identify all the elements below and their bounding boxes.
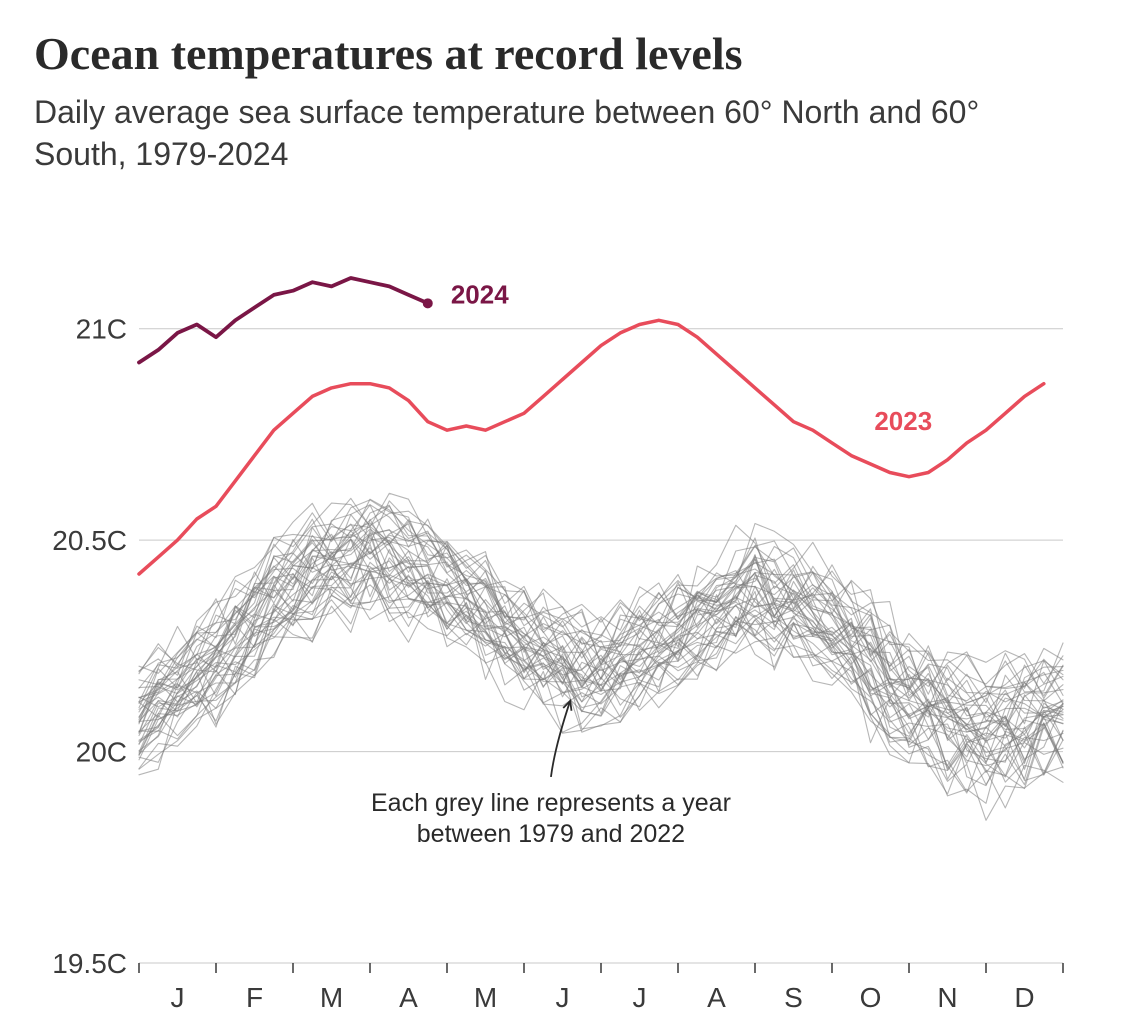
figure-root: Ocean temperatures at record levels Dail… xyxy=(0,0,1125,1036)
chart-title: Ocean temperatures at record levels xyxy=(34,28,1091,81)
series-2024-label: 2024 xyxy=(451,280,509,310)
x-tick-label: J xyxy=(171,982,185,1013)
x-tick-label: A xyxy=(707,982,726,1013)
x-tick-label: M xyxy=(474,982,497,1013)
x-tick-label: F xyxy=(246,982,263,1013)
y-tick-label: 19.5C xyxy=(52,948,127,979)
x-tick-label: N xyxy=(937,982,957,1013)
x-tick-label: A xyxy=(399,982,418,1013)
x-tick-label: M xyxy=(320,982,343,1013)
ocean-temp-chart: 21C 20.5C 20C 19.5C J F M A M J J A S O N D 2023 2024 Each… xyxy=(34,193,1091,1023)
chart-subtitle: Daily average sea surface temperature be… xyxy=(34,91,1014,175)
y-tick-label: 21C xyxy=(76,314,127,345)
series-2023-label: 2023 xyxy=(874,407,932,437)
x-tick-label: J xyxy=(633,982,647,1013)
x-tick-label: O xyxy=(860,982,882,1013)
y-tick-label: 20C xyxy=(76,737,127,768)
x-tick-label: J xyxy=(556,982,570,1013)
y-tick-label: 20.5C xyxy=(52,526,127,557)
x-tick-label: D xyxy=(1014,982,1034,1013)
annotation-text: Each grey line represents a year xyxy=(371,789,731,817)
chart-container: 21C 20.5C 20C 19.5C J F M A M J J A S O N D 2023 2024 Each… xyxy=(34,193,1091,1023)
series-2024-end-marker xyxy=(423,299,433,309)
x-tick-label: S xyxy=(784,982,803,1013)
annotation-text-line2: between 1979 and 2022 xyxy=(417,820,685,848)
